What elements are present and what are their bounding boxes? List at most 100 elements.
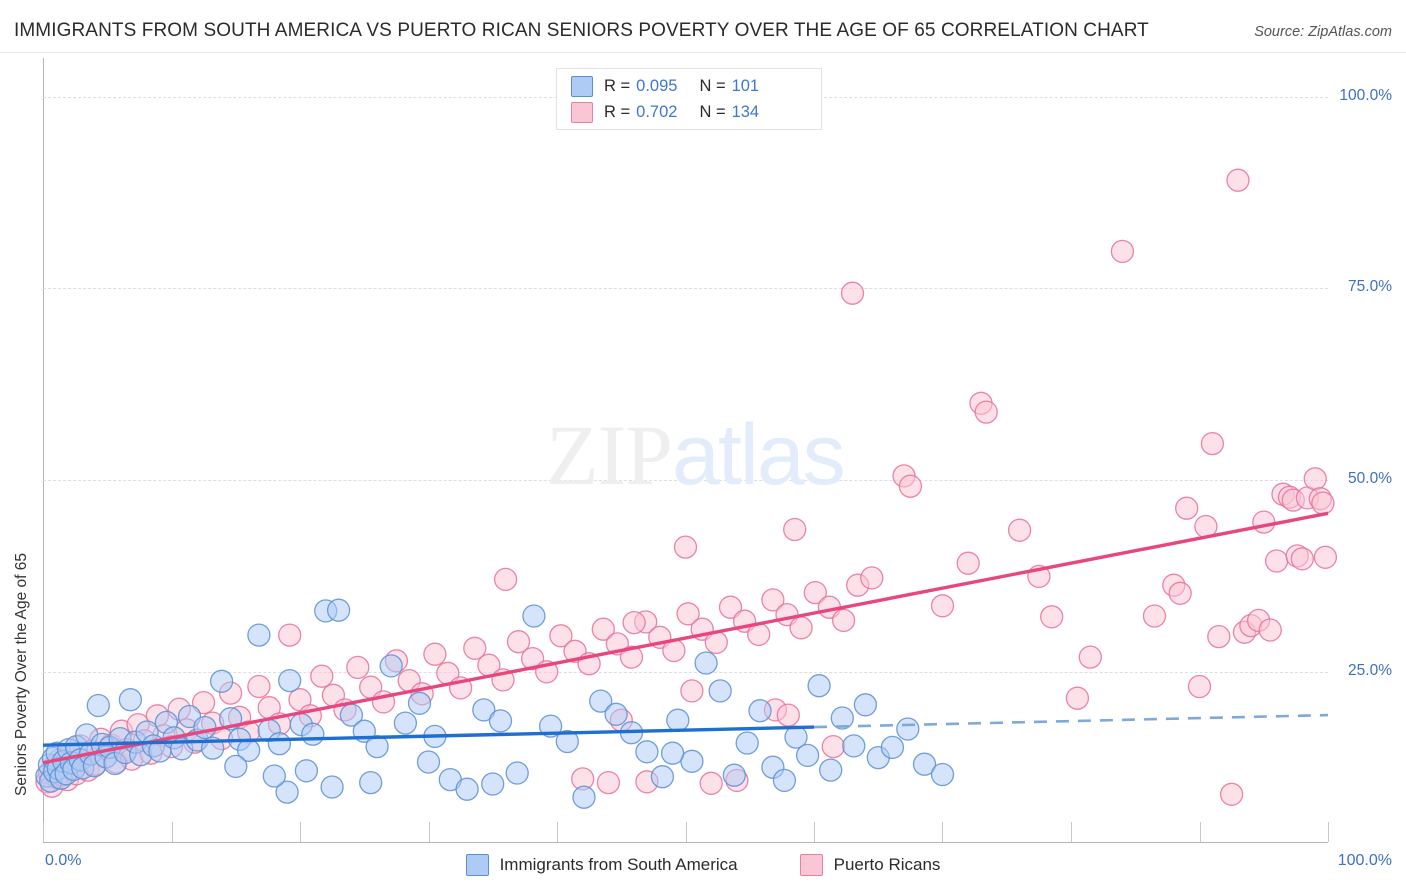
data-point: [775, 602, 799, 627]
data-point: [320, 775, 344, 799]
data-point: [352, 719, 376, 743]
data-point: [1290, 547, 1314, 571]
y-axis-title: Seniors Poverty Over the Age of 65: [13, 553, 30, 796]
watermark-atlas: atlas: [672, 407, 846, 503]
data-point: [227, 705, 252, 729]
x-axis-tick: [43, 822, 44, 842]
data-point: [493, 567, 518, 592]
x-axis-tick: [814, 822, 815, 842]
data-point: [1219, 782, 1244, 806]
data-point: [1246, 608, 1271, 633]
data-point: [154, 710, 179, 735]
data-point: [141, 734, 166, 758]
data-point: [1285, 544, 1309, 568]
data-point: [310, 664, 334, 688]
scatter-points-puerto-ricans: [35, 168, 1338, 806]
data-point: [267, 712, 292, 736]
data-point: [1281, 488, 1305, 512]
data-point: [68, 748, 92, 772]
data-point: [333, 698, 357, 722]
data-point: [84, 752, 108, 776]
data-point: [182, 730, 207, 754]
data-point: [776, 703, 800, 727]
data-point: [748, 699, 772, 723]
data-point: [880, 735, 905, 760]
stats-row-pink: R = 0.702 N = 134: [571, 99, 759, 125]
x-axis-line: [43, 842, 1328, 843]
data-point: [571, 767, 595, 791]
data-point: [699, 771, 723, 795]
data-point: [120, 747, 144, 771]
data-point: [407, 691, 432, 715]
data-point: [680, 679, 704, 703]
data-point: [1007, 518, 1032, 542]
data-point: [90, 732, 114, 757]
legend-item-puerto-ricans[interactable]: Puerto Ricans: [799, 854, 941, 876]
data-point: [339, 703, 364, 727]
trend-line-immigrants-south-america: [42, 725, 815, 747]
data-point: [846, 573, 870, 597]
data-point: [619, 721, 644, 745]
data-point: [126, 712, 150, 737]
data-point: [103, 751, 127, 776]
x-axis-tick: [942, 822, 943, 842]
data-point: [209, 726, 234, 751]
data-point: [563, 639, 587, 663]
data-point: [48, 748, 72, 772]
data-point: [1078, 645, 1102, 669]
data-point: [236, 720, 261, 744]
data-point: [1040, 605, 1064, 629]
stats-row-blue: R = 0.095 N = 101: [571, 73, 759, 99]
data-point: [930, 762, 955, 787]
stats-r-label-pink: R =: [604, 102, 631, 121]
data-point: [1207, 624, 1231, 649]
data-point: [860, 566, 884, 590]
data-point: [45, 765, 69, 790]
data-point: [86, 693, 110, 718]
page-title: IMMIGRANTS FROM SOUTH AMERICA VS PUERTO …: [14, 20, 1149, 41]
data-point: [62, 757, 86, 782]
x-axis-tick: [557, 822, 558, 842]
data-point: [275, 780, 299, 804]
data-point: [969, 391, 993, 415]
correlation-stats-box: R = 0.095 N = 101 R = 0.702 N = 134: [556, 68, 822, 130]
data-point: [301, 722, 325, 746]
legend-item-immigrants-from-south-america[interactable]: Immigrants from South America: [465, 854, 738, 876]
y-axis-tick-label: 75.0%: [1348, 278, 1392, 295]
data-point: [761, 755, 785, 779]
legend-label-pink: Puerto Ricans: [833, 855, 941, 874]
data-point: [218, 681, 243, 705]
data-point: [54, 762, 78, 786]
data-point: [956, 551, 980, 575]
data-point: [57, 737, 81, 762]
data-point: [346, 655, 370, 680]
data-point: [803, 580, 827, 605]
data-point: [634, 610, 658, 634]
data-point: [262, 764, 286, 788]
data-point: [463, 636, 487, 660]
data-point: [139, 741, 163, 765]
data-point: [129, 743, 153, 767]
data-point: [94, 744, 118, 768]
data-point: [68, 734, 92, 758]
x-axis-tick: [686, 822, 687, 842]
data-point: [257, 718, 281, 743]
data-point: [722, 763, 746, 787]
stats-r-value-pink: 0.702: [636, 102, 678, 121]
data-point: [123, 730, 148, 754]
data-point: [109, 719, 134, 743]
data-point: [247, 623, 271, 647]
data-point: [314, 599, 338, 623]
data-point: [549, 624, 573, 648]
data-point: [35, 764, 59, 788]
data-point: [708, 679, 732, 703]
data-point: [1313, 545, 1338, 569]
data-point: [821, 734, 845, 759]
data-point: [321, 683, 346, 707]
data-point: [1175, 496, 1199, 520]
data-point: [817, 595, 842, 619]
legend-swatch-blue: [465, 854, 489, 876]
data-point: [42, 754, 67, 779]
data-point: [76, 758, 100, 782]
data-point: [866, 745, 890, 770]
